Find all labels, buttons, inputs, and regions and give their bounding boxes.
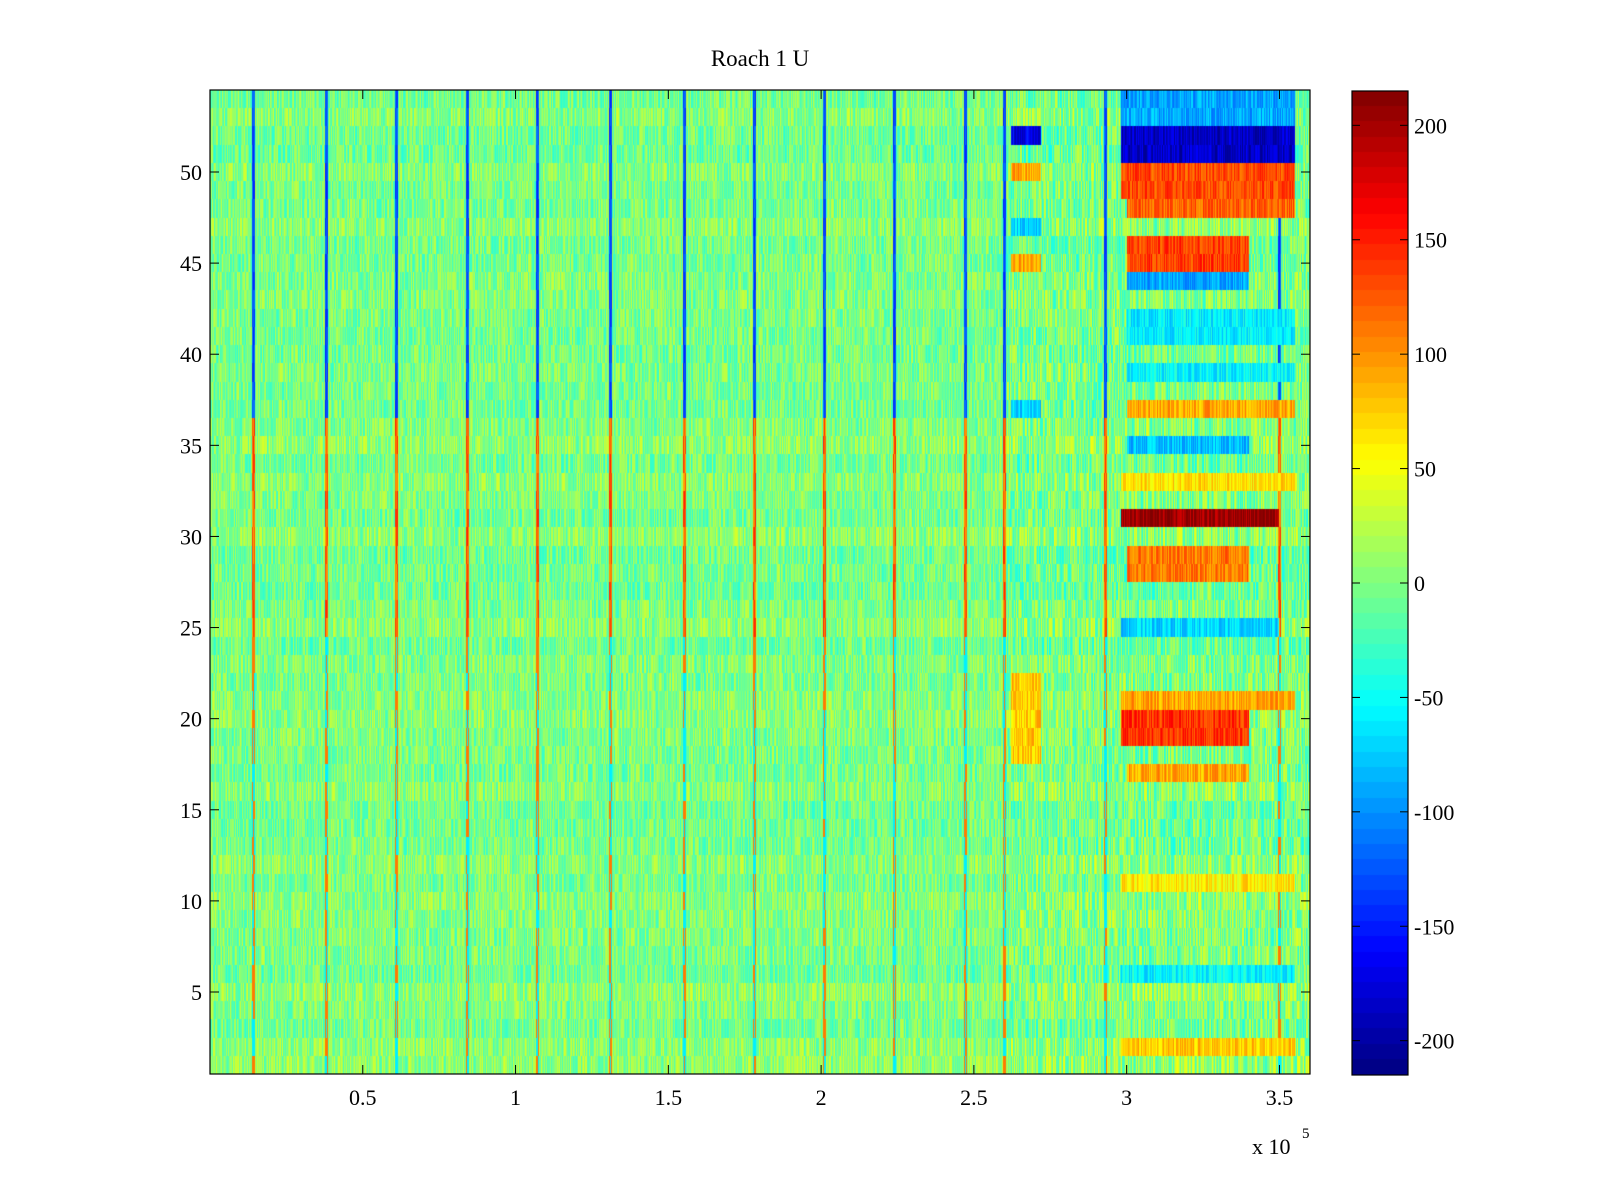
x-tick-label-0: 0.5 [349,1085,377,1110]
x-tick-label-1: 1 [510,1085,521,1110]
colorbar-tick-label-4: 0 [1414,571,1425,596]
colorbar-tick-label-3: 50 [1414,457,1436,482]
y-tick-label-1: 10 [180,889,202,914]
colorbar-tick-label-6: -100 [1414,800,1454,825]
x-axis: 0.5 1 1.5 2 2.5 3 3.5 [349,90,1293,1110]
y-tick-label-6: 35 [180,433,202,458]
colorbar-tick-label-5: -50 [1414,685,1443,710]
plot-frame [209,89,1311,1075]
colorbar-tick-label-8: -200 [1414,1029,1454,1054]
x-axis-multiplier: x 10 5 [1252,1126,1310,1159]
x-tick-label-5: 3 [1121,1085,1132,1110]
colorbar-ticks: 200 150 100 50 0 -50 -100 -150 -200 [1352,113,1454,1054]
y-tick-label-7: 40 [180,342,202,367]
colorbar-tick-label-7: -150 [1414,914,1454,939]
chart-title: Roach 1 U [711,46,810,71]
y-tick-label-9: 50 [180,160,202,185]
heatmap-canvas-wrapper [210,90,1310,1074]
x-tick-label-3: 2 [816,1085,827,1110]
x-tick-label-2: 1.5 [655,1085,683,1110]
x-multiplier-base: x 10 [1252,1134,1291,1159]
y-axis: 5 10 15 20 25 30 35 40 45 50 [180,160,1310,1005]
y-tick-label-8: 45 [180,251,202,276]
heatmap-cells [210,90,1310,1074]
x-multiplier-exponent: 5 [1302,1126,1310,1142]
y-tick-label-0: 5 [191,980,202,1005]
colorbar-gradient [1352,91,1408,1075]
colorbar: 200 150 100 50 0 -50 -100 -150 -200 [1351,90,1454,1076]
y-tick-label-4: 25 [180,616,202,641]
y-tick-label-2: 15 [180,798,202,823]
y-tick-label-5: 30 [180,524,202,549]
colorbar-tick-label-1: 150 [1414,228,1447,253]
colorbar-tick-label-2: 100 [1414,342,1447,367]
colorbar-tick-label-0: 200 [1414,113,1447,138]
y-tick-label-3: 20 [180,707,202,732]
x-tick-label-6: 3.5 [1266,1085,1294,1110]
colorbar-canvas-wrapper [1352,91,1408,1075]
heatmap-plot-area [209,89,1311,1075]
x-tick-label-4: 2.5 [960,1085,988,1110]
